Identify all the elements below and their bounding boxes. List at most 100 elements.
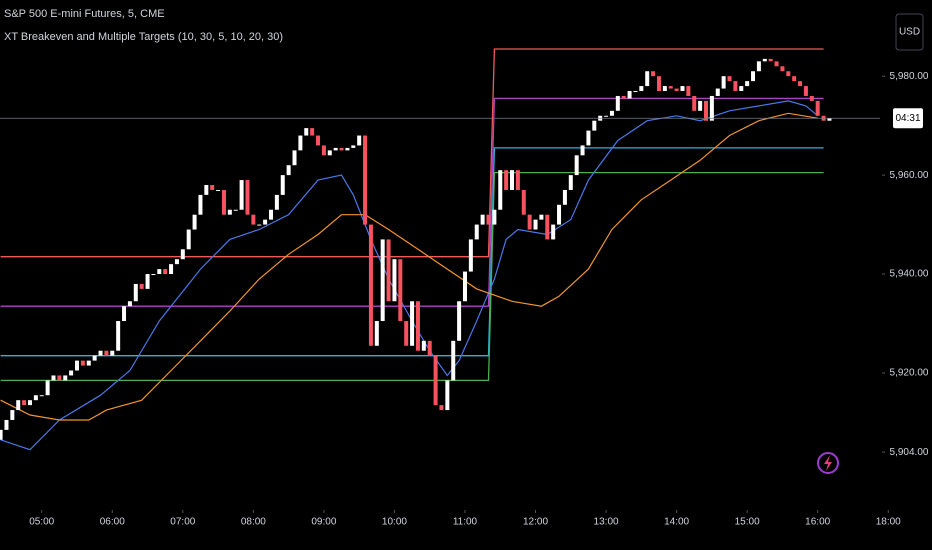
candle: [398, 259, 403, 322]
candle: [609, 110, 614, 116]
candle: [174, 259, 179, 265]
candle: [568, 175, 573, 190]
candle: [251, 214, 256, 225]
candle: [510, 170, 515, 190]
candle: [562, 189, 567, 205]
candle: [45, 380, 50, 396]
candle: [545, 214, 550, 240]
candle: [16, 400, 21, 411]
candle: [745, 81, 750, 87]
candle: [798, 81, 803, 87]
x-tick-label: 16:00: [805, 517, 830, 528]
candle: [92, 355, 97, 361]
candle: [468, 239, 473, 272]
x-tick-label: 15:00: [735, 517, 760, 528]
candle: [698, 100, 703, 111]
candle: [586, 130, 591, 146]
candle: [57, 375, 62, 381]
y-tick-label: 5,920.00: [890, 368, 929, 379]
candle: [363, 135, 368, 225]
candle: [457, 301, 462, 341]
candle: [198, 194, 203, 215]
candle: [762, 58, 767, 62]
candle: [627, 91, 632, 99]
candle: [557, 204, 562, 225]
logo-bolt: [824, 455, 832, 471]
candle: [486, 214, 491, 225]
y-tick-label: 5,960.00: [890, 170, 929, 181]
y-tick-label: 5,940.00: [890, 269, 929, 280]
candle: [668, 86, 673, 89]
countdown-box: [893, 108, 923, 129]
candle: [739, 86, 744, 92]
candle: [10, 410, 15, 420]
candle: [327, 150, 332, 156]
candle: [180, 249, 185, 260]
candle: [533, 219, 538, 230]
candle: [686, 86, 691, 96]
logo: [817, 452, 839, 474]
candle: [151, 274, 156, 276]
candle: [192, 214, 197, 230]
candle: [604, 115, 609, 117]
candle: [592, 120, 597, 131]
candle: [445, 380, 450, 411]
moving-average: [0, 100, 819, 451]
candle: [410, 301, 415, 346]
countdown-label: 04:31: [895, 113, 920, 124]
currency-button[interactable]: [895, 13, 924, 51]
candle: [104, 350, 109, 356]
candle: [27, 400, 32, 406]
candle: [280, 175, 285, 195]
x-tick-label: 12:00: [523, 517, 548, 528]
candle: [780, 66, 785, 72]
x-tick-label: 18:00: [876, 517, 901, 528]
candle: [63, 375, 68, 381]
candle: [515, 170, 520, 190]
x-tick-label: 11:00: [453, 517, 478, 528]
candle: [551, 224, 556, 240]
candle: [163, 269, 168, 275]
candle: [392, 259, 397, 302]
candle: [133, 283, 138, 302]
x-tick-label: 05:00: [29, 517, 54, 528]
candle: [321, 145, 326, 156]
candle: [662, 86, 667, 92]
candle: [357, 135, 362, 146]
candle: [404, 321, 409, 346]
candle: [274, 194, 279, 210]
candle: [268, 209, 273, 220]
x-tick-label: 14:00: [664, 517, 689, 528]
chart-title: S&P 500 E-mini Futures, 5, CME: [4, 8, 165, 20]
candle: [703, 100, 708, 121]
candle: [498, 170, 503, 210]
candle: [33, 395, 38, 401]
x-tick-label: 08:00: [241, 517, 266, 528]
logo-ring: [817, 452, 839, 474]
candle: [615, 95, 620, 111]
currency-label[interactable]: USD: [899, 27, 920, 38]
candle: [22, 400, 27, 406]
candle: [809, 95, 814, 101]
candle: [169, 264, 174, 275]
candle: [709, 95, 714, 121]
target-level: [0, 48, 824, 258]
candle: [645, 71, 650, 87]
candle: [504, 170, 509, 190]
candle: [310, 128, 315, 136]
candle: [339, 147, 344, 151]
candle: [80, 360, 85, 366]
candle: [204, 185, 209, 195]
candle: [774, 61, 779, 67]
candle: [792, 76, 797, 82]
candle: [116, 321, 121, 351]
candle: [674, 88, 679, 92]
candle: [451, 340, 456, 381]
candle: [263, 219, 268, 225]
candle: [639, 86, 644, 92]
y-tick-label: 5,980.00: [890, 71, 929, 82]
candle: [110, 350, 115, 356]
candle: [298, 135, 303, 151]
